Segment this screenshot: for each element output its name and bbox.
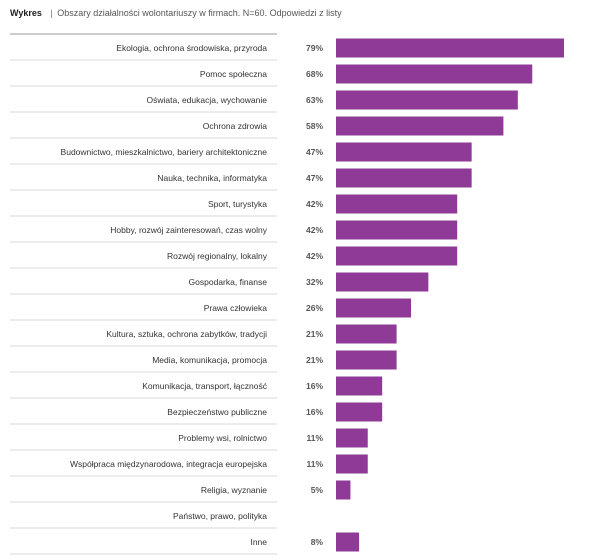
value-label: 16% bbox=[306, 407, 323, 417]
value-label: 42% bbox=[306, 225, 323, 235]
category-label: Problemy wsi, rolnictwo bbox=[178, 433, 267, 443]
bar bbox=[336, 350, 397, 370]
value-label: 58% bbox=[306, 121, 323, 131]
category-label: Inne bbox=[250, 537, 267, 547]
category-label: Rozwój regionalny, lokalny bbox=[167, 251, 268, 261]
bar bbox=[336, 298, 412, 318]
category-label: Media, komunikacja, promocja bbox=[152, 355, 267, 365]
bar bbox=[336, 90, 518, 110]
value-label: 47% bbox=[306, 173, 323, 183]
bar bbox=[336, 194, 458, 214]
bar bbox=[336, 142, 472, 162]
value-label: 47% bbox=[306, 147, 323, 157]
value-label: 79% bbox=[306, 43, 323, 53]
category-label: Prawa człowieka bbox=[204, 303, 268, 313]
category-label: Kultura, sztuka, ochrona zabytków, trady… bbox=[106, 329, 267, 339]
chart-header: Wykres | Obszary działalności wolontariu… bbox=[10, 8, 342, 18]
bar bbox=[336, 168, 472, 188]
value-label: 42% bbox=[306, 199, 323, 209]
value-label: 16% bbox=[306, 381, 323, 391]
bar bbox=[336, 376, 383, 396]
bar bbox=[336, 428, 368, 448]
bar bbox=[336, 246, 458, 266]
bar bbox=[336, 454, 368, 474]
bar bbox=[336, 402, 383, 422]
value-label: 11% bbox=[306, 459, 323, 469]
header-separator: | bbox=[50, 8, 53, 18]
value-label: 68% bbox=[306, 69, 323, 79]
bar bbox=[336, 272, 429, 292]
value-label: 26% bbox=[306, 303, 323, 313]
category-label: Ekologia, ochrona środowiska, przyroda bbox=[116, 43, 267, 53]
value-label: 11% bbox=[306, 433, 323, 443]
bar bbox=[336, 38, 564, 58]
category-label: Pomoc społeczna bbox=[200, 69, 267, 79]
value-label: 32% bbox=[306, 277, 323, 287]
bar bbox=[336, 64, 533, 84]
category-label: Współpraca międzynarodowa, integracja eu… bbox=[70, 459, 267, 469]
value-label: 63% bbox=[306, 95, 323, 105]
category-label: Gospodarka, finanse bbox=[189, 277, 268, 287]
category-label: Państwo, prawo, polityka bbox=[173, 511, 267, 521]
value-label: 8% bbox=[311, 537, 324, 547]
chart-label: Wykres bbox=[10, 8, 42, 18]
category-label: Bezpieczeństwo publiczne bbox=[167, 407, 267, 417]
category-label: Religia, wyznanie bbox=[201, 485, 267, 495]
bar bbox=[336, 480, 351, 500]
bar bbox=[336, 116, 504, 136]
category-label: Ochrona zdrowia bbox=[203, 121, 268, 131]
category-label: Sport, turystyka bbox=[208, 199, 267, 209]
category-label: Hobby, rozwój zainteresowań, czas wolny bbox=[110, 225, 267, 235]
value-label: 42% bbox=[306, 251, 323, 261]
bar bbox=[336, 532, 360, 552]
bar bbox=[336, 324, 397, 344]
category-label: Nauka, technika, informatyka bbox=[157, 173, 267, 183]
category-label: Budownictwo, mieszkalnictwo, bariery arc… bbox=[61, 147, 268, 157]
value-label: 5% bbox=[311, 485, 324, 495]
value-label: 21% bbox=[306, 329, 323, 339]
chart-title: Obszary działalności wolontariuszy w fir… bbox=[57, 8, 342, 18]
category-label: Oświata, edukacja, wychowanie bbox=[147, 95, 268, 105]
bar bbox=[336, 220, 458, 240]
category-label: Komunikacja, transport, łączność bbox=[142, 381, 267, 391]
value-label: 21% bbox=[306, 355, 323, 365]
